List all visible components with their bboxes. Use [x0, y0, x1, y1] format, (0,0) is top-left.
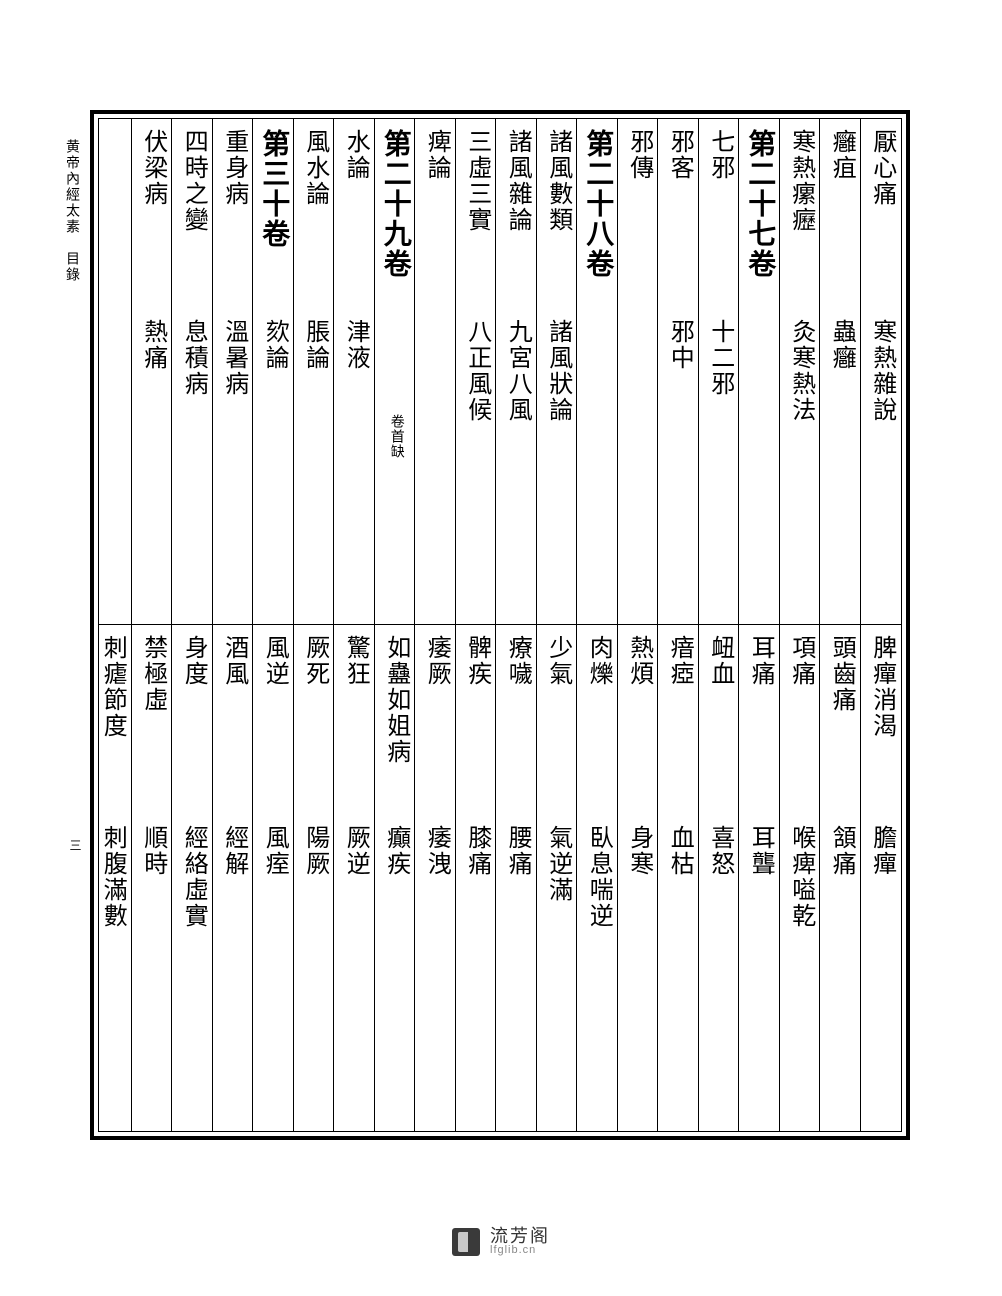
- toc-entry: 息積病: [172, 319, 213, 397]
- toc-entry: 熱煩: [618, 635, 659, 687]
- toc-entry: 氣逆滿: [537, 825, 578, 903]
- column-rule: [455, 625, 456, 1131]
- toc-entry: 津液: [334, 319, 375, 371]
- toc-entry: 九宮八風: [496, 319, 537, 423]
- margin-title: 黄帝內經太素 目錄: [61, 139, 81, 283]
- toc-entry: 欬論: [253, 319, 294, 371]
- toc-entry: 膝痛: [456, 825, 497, 877]
- toc-entry: 刺腹滿數: [91, 825, 132, 929]
- volume-heading: 第三十卷: [253, 129, 294, 249]
- page-outer-border: 厭心痛寒熱雜說 癰疽蟲癰 寒熱瘰癧灸寒熱法第二十七卷七邪十二邪 邪客邪中 邪傳第二十八卷…: [90, 110, 910, 1140]
- toc-entry: 邪中: [658, 319, 699, 371]
- toc-entry: 癲疾: [375, 825, 416, 877]
- toc-entry: 三虛三實: [456, 129, 497, 233]
- toc-entry: 刺瘧節度: [91, 635, 132, 739]
- toc-entry: 厥死: [294, 635, 335, 687]
- toc-entry: 陽厥: [294, 825, 335, 877]
- volume-note: 卷首缺: [375, 414, 416, 459]
- column-rule: [293, 625, 294, 1131]
- column-rule: [333, 625, 334, 1131]
- page-number: 三: [67, 839, 84, 851]
- toc-entry: 膽癉: [861, 825, 902, 877]
- toc-entry: 身寒: [618, 825, 659, 877]
- page-inner-border: 厭心痛寒熱雜說 癰疽蟲癰 寒熱瘰癧灸寒熱法第二十七卷七邪十二邪 邪客邪中 邪傳第二十八卷…: [98, 118, 902, 1132]
- toc-entry: 痿厥: [415, 635, 456, 687]
- column-rule: [252, 625, 253, 1131]
- bottom-half: 脾癉消渴膽癉 頭齒痛頷痛 項痛喉痺嗌乾 耳痛耳聾 衄血喜怒 瘖瘂血枯 熱煩身寒 肉爍臥息喘逆 少…: [99, 625, 901, 1131]
- footer-site-en: lfglib.cn: [490, 1245, 550, 1256]
- toc-entry: 脹論: [294, 319, 335, 371]
- footer: 流芳阁 lfglib.cn: [0, 1227, 1002, 1256]
- toc-entry: 寒熱雜說: [861, 319, 902, 423]
- toc-entry: 經解: [213, 825, 254, 877]
- toc-entry: 療噦: [496, 635, 537, 687]
- volume-heading: 第二十七卷: [739, 129, 780, 279]
- toc-entry: 耳聾: [739, 825, 780, 877]
- toc-entry: 驚狂: [334, 635, 375, 687]
- toc-entry: 伏梁病: [132, 129, 173, 207]
- toc-entry: 厭心痛: [861, 129, 902, 207]
- toc-entry: 溫暑病: [213, 319, 254, 397]
- toc-entry: 水論: [334, 129, 375, 181]
- toc-entry: 順時: [132, 825, 173, 877]
- toc-entry: 風水論: [294, 129, 335, 207]
- toc-entry: 八正風候: [456, 319, 497, 423]
- toc-entry: 痺論: [415, 129, 456, 181]
- toc-entry: 重身病: [213, 129, 254, 207]
- toc-entry: 脾癉消渴: [861, 635, 902, 739]
- toc-entry: 腰痛: [496, 825, 537, 877]
- toc-entry: 十二邪: [699, 319, 740, 397]
- toc-entry: 七邪: [699, 129, 740, 181]
- toc-entry: 頭齒痛: [820, 635, 861, 713]
- column-rule: [698, 625, 699, 1131]
- toc-entry: 熱痛: [132, 319, 173, 371]
- toc-entry: 風痓: [253, 825, 294, 877]
- toc-entry: 如蠱如姐病: [375, 635, 416, 765]
- toc-entry: 身度: [172, 635, 213, 687]
- toc-entry: 頷痛: [820, 825, 861, 877]
- toc-entry: 四時之變: [172, 129, 213, 233]
- toc-entry: 邪客: [658, 129, 699, 181]
- footer-text: 流芳阁 lfglib.cn: [490, 1227, 550, 1256]
- toc-entry: 血枯: [658, 825, 699, 877]
- toc-entry: 諸風雜論: [496, 129, 537, 233]
- toc-entry: 癰疽: [820, 129, 861, 181]
- toc-entry: 邪傳: [618, 129, 659, 181]
- toc-entry: 肉爍: [577, 635, 618, 687]
- toc-entry: 喉痺嗌乾: [780, 825, 821, 929]
- toc-entry: 蟲癰: [820, 319, 861, 371]
- toc-entry: 風逆: [253, 635, 294, 687]
- column-rule: [657, 625, 658, 1131]
- toc-entry: 經絡虛實: [172, 825, 213, 929]
- column-rule: [738, 625, 739, 1131]
- toc-entry: 項痛: [780, 635, 821, 687]
- top-half: 厭心痛寒熱雜說 癰疽蟲癰 寒熱瘰癧灸寒熱法第二十七卷七邪十二邪 邪客邪中 邪傳第二十八卷…: [99, 119, 901, 625]
- toc-entry: 臥息喘逆: [577, 825, 618, 929]
- column-rule: [495, 625, 496, 1131]
- toc-entry: 耳痛: [739, 635, 780, 687]
- toc-entry: 髀疾: [456, 635, 497, 687]
- volume-heading: 第二十八卷: [577, 129, 618, 279]
- footer-logo-icon: [452, 1228, 480, 1256]
- toc-entry: 禁極虛: [132, 635, 173, 713]
- footer-site-cn: 流芳阁: [490, 1227, 550, 1245]
- toc-entry: 灸寒熱法: [780, 319, 821, 423]
- toc-entry: 厥逆: [334, 825, 375, 877]
- toc-entry: 衄血: [699, 635, 740, 687]
- toc-entry: 酒風: [213, 635, 254, 687]
- volume-heading: 第二十九卷: [375, 129, 416, 279]
- column-rule: [657, 119, 658, 624]
- toc-entry: 諸風狀論: [537, 319, 578, 423]
- toc-entry: 喜怒: [699, 825, 740, 877]
- toc-entry: 少氣: [537, 635, 578, 687]
- toc-entry: 諸風數類: [537, 129, 578, 233]
- toc-entry: 寒熱瘰癧: [780, 129, 821, 233]
- toc-entry: 痿洩: [415, 825, 456, 877]
- toc-entry: 瘖瘂: [658, 635, 699, 687]
